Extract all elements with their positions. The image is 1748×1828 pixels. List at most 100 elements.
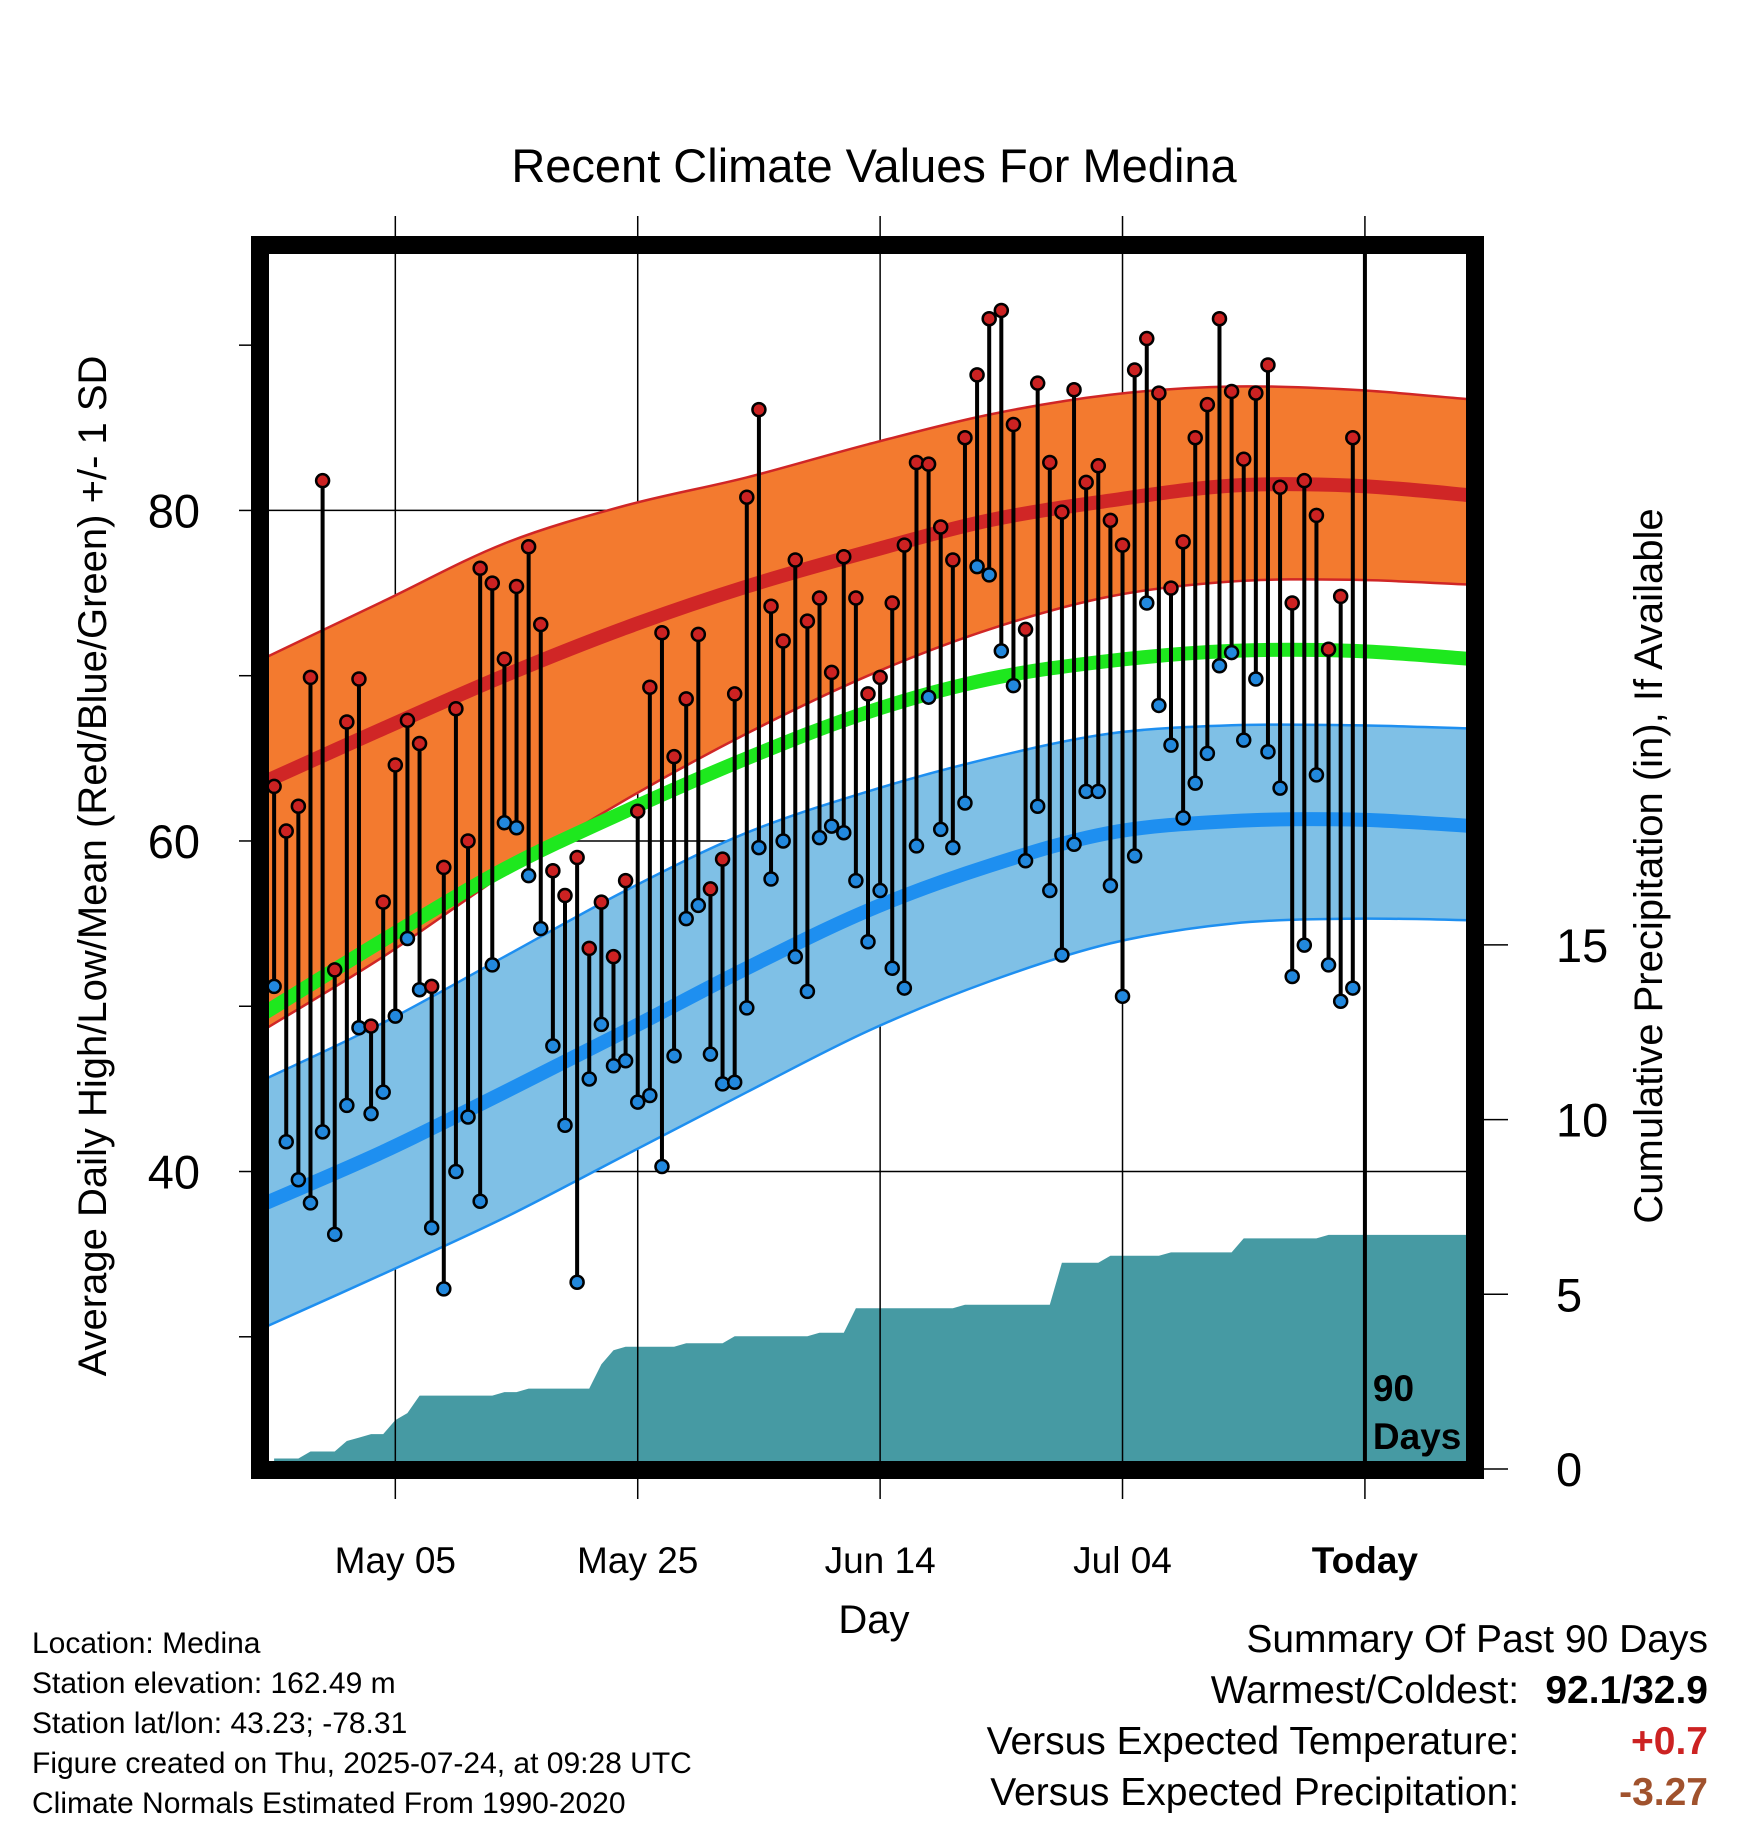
daily-high-point (472, 560, 488, 577)
daily-low-point (1272, 780, 1288, 796)
plot-area (262, 246, 1474, 1469)
daily-low-point (581, 1071, 597, 1087)
daily-high-point (799, 613, 816, 629)
warmest-coldest-value: 92.1/32.9 (1545, 1669, 1708, 1712)
daily-high-point (836, 548, 852, 565)
low-sd-band (262, 723, 1474, 1330)
daily-high-point (848, 590, 864, 606)
daily-high-point (884, 595, 900, 611)
daily-high-point (981, 310, 997, 327)
info-location: Location: Medina (32, 1627, 261, 1660)
y-right-tick-label: 10 (1556, 1094, 1608, 1147)
daily-low-point (1066, 836, 1082, 853)
daily-low-point (666, 1048, 682, 1064)
daily-low-point (836, 824, 852, 841)
daily-low-point (1284, 968, 1300, 985)
daily-low-point (1054, 947, 1070, 963)
daily-high-point (1078, 474, 1094, 491)
daily-high-point (1284, 595, 1300, 611)
daily-low-point (1211, 658, 1228, 674)
y-axis-right-label: Cumulative Precipitation (in), If Availa… (1627, 508, 1671, 1223)
daily-low-point (1005, 677, 1022, 694)
summary-warmest-coldest: Warmest/Coldest: 92.1/32.9 (987, 1665, 1708, 1716)
daily-high-point (375, 894, 391, 910)
daily-high-point (460, 833, 476, 849)
x-tick-label: Today (1312, 1540, 1419, 1581)
daily-low-point (1308, 767, 1325, 783)
daily-high-point (1005, 416, 1022, 433)
daily-high-point (533, 616, 549, 633)
daily-high-point (1235, 451, 1252, 467)
daily-high-point (508, 578, 525, 595)
precip-label: Versus Expected Precipitation: (990, 1771, 1520, 1814)
daily-high-point (496, 651, 513, 667)
daily-low-point (763, 871, 779, 887)
daily-high-point (787, 552, 804, 568)
daily-high-point (1199, 396, 1216, 413)
daily-high-point (1090, 458, 1107, 474)
daily-high-point (751, 401, 767, 418)
daily-high-point (1223, 383, 1240, 400)
daily-high-point (654, 624, 670, 641)
daily-high-point (1248, 385, 1264, 401)
summary-heading: Summary Of Past 90 Days (1246, 1618, 1708, 1661)
daily-low-point (1139, 595, 1155, 611)
daily-low-point (314, 1124, 331, 1140)
daily-high-point (448, 701, 464, 717)
daily-high-point (351, 671, 367, 687)
daily-low-point (993, 643, 1010, 659)
daily-low-point (399, 930, 416, 947)
daily-high-point (423, 978, 440, 995)
chart-title: Recent Climate Values For Medina (511, 139, 1237, 192)
info-elevation: Station elevation: 162.49 m (32, 1667, 396, 1700)
daily-low-point (1163, 737, 1179, 753)
daily-low-point (1260, 743, 1276, 760)
daily-high-point (823, 664, 840, 681)
today-label-days: Days (1373, 1416, 1461, 1457)
summary-panel: Summary Of Past 90 Days Warmest/Coldest:… (987, 1614, 1708, 1818)
daily-low-point (520, 867, 537, 884)
daily-low-point (448, 1163, 464, 1180)
daily-low-point (1199, 745, 1216, 762)
daily-high-point (326, 962, 343, 978)
daily-high-point (1054, 504, 1070, 520)
daily-low-point (617, 1053, 634, 1069)
daily-low-point (1090, 783, 1107, 800)
daily-low-point (266, 978, 282, 995)
daily-low-point (326, 1226, 343, 1243)
daily-low-point (557, 1117, 573, 1133)
daily-high-point (1320, 641, 1337, 658)
daily-low-point (1114, 988, 1131, 1005)
daily-low-point (460, 1109, 476, 1125)
daily-high-point (1163, 580, 1179, 596)
daily-high-point (1175, 534, 1191, 550)
daily-high-point (1017, 621, 1034, 638)
daily-low-point (1029, 798, 1046, 815)
daily-low-point (1296, 937, 1313, 953)
daily-high-point (1042, 454, 1058, 471)
y-right-tick-label: 5 (1556, 1268, 1582, 1321)
daily-low-point (472, 1193, 488, 1210)
daily-low-point (290, 1172, 307, 1188)
info-created: Figure created on Thu, 2025-07-24, at 09… (32, 1747, 692, 1780)
daily-high-point (266, 778, 282, 795)
y-axis-left-label: Average Daily High/Low/Mean (Red/Blue/Gr… (71, 356, 115, 1377)
daily-low-point (545, 1038, 561, 1054)
daily-high-point (545, 862, 561, 879)
daily-high-point (339, 714, 355, 730)
daily-low-point (436, 1281, 452, 1297)
daily-low-point (1126, 848, 1143, 864)
daily-high-point (581, 940, 597, 957)
daily-low-point (508, 820, 525, 836)
daily-low-point (387, 1008, 404, 1024)
daily-low-point (1248, 671, 1264, 687)
daily-high-point (1029, 375, 1046, 391)
temp-label: Versus Expected Temperature: (986, 1720, 1520, 1763)
daily-high-point (1211, 310, 1228, 327)
daily-high-point (945, 552, 961, 568)
daily-low-point (823, 818, 840, 834)
daily-high-point (278, 823, 294, 839)
daily-low-point (423, 1219, 440, 1236)
daily-low-point (872, 882, 888, 899)
warmest-coldest-label: Warmest/Coldest: (1210, 1669, 1520, 1712)
